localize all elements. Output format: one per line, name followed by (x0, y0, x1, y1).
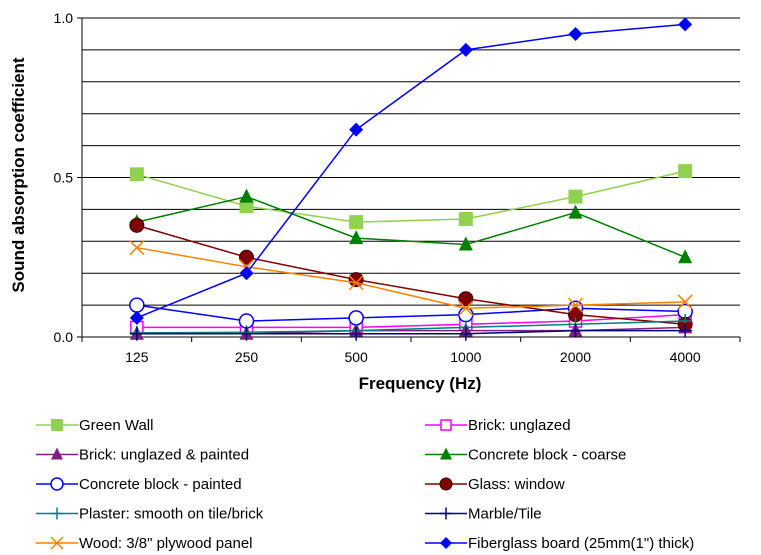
data-point (678, 164, 693, 179)
legend-item: Glass: window (425, 476, 565, 493)
series-line (136, 23, 686, 319)
legend-marker (440, 447, 452, 460)
y-tick-label: 0.5 (54, 170, 74, 186)
data-point (239, 266, 254, 281)
axes (81, 18, 740, 338)
data-point (458, 300, 474, 316)
x-tick-label: 2000 (560, 349, 591, 365)
data-point (129, 326, 144, 341)
data-point (239, 249, 254, 265)
data-point (568, 189, 583, 204)
data-point (349, 326, 364, 341)
data-point (129, 217, 145, 233)
legend-item: Concrete block - coarse (425, 447, 626, 464)
legend: Green Wall Brick: unglazed Brick: unglazed… (36, 417, 694, 552)
legend-item: Brick: unglazed (425, 417, 571, 434)
data-point (239, 188, 254, 203)
data-point (568, 26, 583, 41)
data-point (349, 215, 364, 230)
legend-marker (440, 537, 452, 549)
data-point (129, 297, 145, 313)
legend-marker (51, 447, 63, 460)
legend-label: Glass: window (468, 476, 565, 493)
data-point (129, 240, 145, 256)
series-line (136, 246, 686, 310)
data-point (458, 236, 473, 251)
data-point (458, 211, 473, 226)
legend-label: Marble/Tile (468, 506, 542, 523)
series-line (136, 195, 686, 258)
x-tick-label: 125 (125, 349, 149, 365)
data-point (458, 326, 473, 341)
data-point (349, 230, 364, 245)
legend-marker (50, 477, 64, 491)
data-point (348, 310, 364, 326)
y-tick-label: 1.0 (54, 10, 74, 26)
data-point (568, 204, 583, 219)
series-line (136, 304, 686, 322)
data-point (458, 291, 474, 307)
x-axis-ticks: 125 250 500 1000 2000 4000 (81, 337, 741, 365)
series-7 (129, 323, 693, 341)
legend-item: Brick: unglazed & painted (36, 447, 249, 464)
legend-label: Fiberglass board (25mm(1") thick) (468, 535, 694, 552)
legend-label: Plaster: smooth on tile/brick (79, 506, 264, 523)
legend-item: Green Wall (36, 417, 153, 434)
data-point (349, 122, 364, 137)
data-point (458, 306, 474, 323)
legend-marker (440, 507, 452, 520)
legend-marker (51, 507, 63, 520)
legend-item: Fiberglass board (25mm(1") thick) (425, 535, 694, 552)
grid-lines (82, 17, 740, 306)
legend-item: Wood: 3/8" plywood panel (36, 535, 253, 552)
data-point (458, 42, 473, 57)
data-point (568, 323, 583, 338)
x-tick-label: 1000 (450, 349, 481, 365)
legend-marker (51, 419, 63, 431)
legend-label: Brick: unglazed (468, 417, 571, 434)
series-line (136, 170, 686, 223)
data-point (129, 167, 144, 182)
series-8 (129, 240, 693, 316)
x-tick-label: 4000 (670, 349, 701, 365)
data-point (239, 199, 254, 214)
series-line (136, 313, 686, 329)
x-tick-label: 250 (235, 349, 259, 365)
legend-label: Wood: 3/8" plywood panel (79, 535, 253, 552)
series-3 (129, 188, 693, 264)
data-point (678, 323, 693, 338)
data-point (348, 275, 364, 291)
data-point (678, 17, 693, 32)
x-tick-label: 500 (344, 349, 368, 365)
legend-label: Concrete block - painted (79, 476, 242, 493)
series-line (136, 329, 686, 335)
legend-marker (440, 419, 452, 431)
series-layer (129, 17, 693, 341)
series-line (136, 224, 686, 325)
legend-item: Marble/Tile (425, 506, 542, 523)
legend-marker (439, 477, 453, 491)
data-point (677, 294, 693, 310)
x-axis-title: Frequency (Hz) (359, 374, 482, 393)
legend-label: Green Wall (79, 417, 153, 434)
y-axis-title: Sound absorption coefficient (9, 57, 28, 293)
legend-item: Plaster: smooth on tile/brick (36, 506, 264, 523)
legend-marker (50, 536, 64, 550)
series-5 (129, 217, 693, 332)
legend-label: Concrete block - coarse (468, 447, 626, 464)
data-point (678, 249, 693, 264)
y-tick-label: 0.0 (54, 329, 74, 345)
data-point (239, 326, 254, 341)
legend-label: Brick: unglazed & painted (79, 447, 249, 464)
legend-item: Concrete block - painted (36, 476, 242, 493)
data-point (129, 310, 144, 325)
y-axis-ticks: 0.0 0.5 1.0 (54, 10, 82, 345)
series-9 (129, 17, 693, 325)
series-line (136, 320, 686, 334)
data-point (567, 297, 584, 313)
series-0 (129, 164, 693, 230)
